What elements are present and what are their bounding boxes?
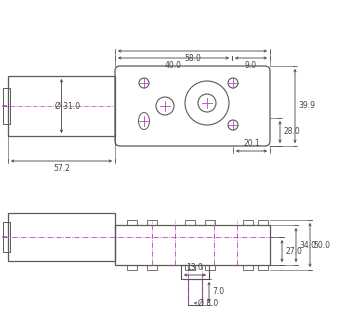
- Bar: [181, 265, 209, 279]
- Bar: [147, 220, 157, 225]
- Text: 58.0: 58.0: [184, 54, 201, 63]
- Bar: [8, 213, 115, 261]
- Text: 34.0: 34.0: [299, 240, 316, 249]
- Bar: [188, 279, 202, 305]
- Bar: [115, 225, 270, 265]
- Text: 40.0: 40.0: [165, 61, 182, 70]
- Text: 57.2: 57.2: [53, 164, 70, 173]
- Bar: [3, 222, 10, 252]
- Text: 39.9: 39.9: [298, 101, 315, 110]
- Text: 27.0: 27.0: [285, 247, 302, 256]
- Bar: [258, 220, 268, 225]
- Bar: [205, 265, 215, 270]
- Text: 7.0: 7.0: [212, 288, 224, 297]
- Text: 9.0: 9.0: [245, 61, 257, 70]
- Text: 13.0: 13.0: [187, 263, 203, 272]
- Bar: [205, 220, 215, 225]
- Text: 28.0: 28.0: [283, 127, 300, 136]
- Bar: [243, 220, 253, 225]
- Bar: [3, 88, 10, 124]
- Bar: [147, 265, 157, 270]
- Bar: [127, 220, 137, 225]
- Text: Ø 31.0: Ø 31.0: [55, 101, 80, 110]
- Bar: [258, 265, 268, 270]
- Bar: [243, 265, 253, 270]
- Text: 20.1: 20.1: [243, 139, 260, 148]
- Bar: [8, 76, 115, 136]
- Text: 50.0: 50.0: [313, 240, 330, 249]
- Text: Ø 8.0: Ø 8.0: [198, 299, 218, 308]
- Bar: [185, 265, 195, 270]
- Bar: [127, 265, 137, 270]
- Bar: [185, 220, 195, 225]
